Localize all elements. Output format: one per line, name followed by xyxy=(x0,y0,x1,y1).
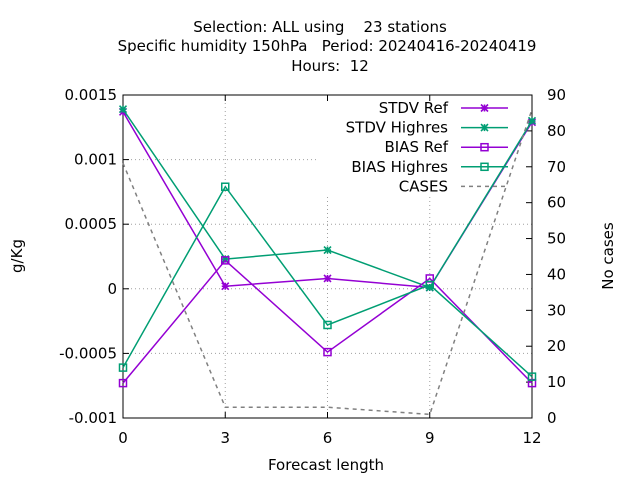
legend-marker-bias-highres xyxy=(480,162,489,172)
series-bias-highres-line xyxy=(122,185,533,378)
series-bias-highres-point xyxy=(221,182,230,191)
series-stdv-highres-line xyxy=(122,108,533,289)
series-cases-line xyxy=(122,109,533,416)
chart-subtitle: Specific humidity 150hPa Period: 2024041… xyxy=(118,37,537,55)
y2-tick-label: 10 xyxy=(547,373,566,391)
y2-tick-label: 70 xyxy=(547,158,566,176)
y2-tick-label: 50 xyxy=(547,230,566,248)
y2-tick-label: 0 xyxy=(547,409,557,427)
series-bias-highres-point xyxy=(118,363,128,372)
legend-label-bias-ref: BIAS Ref xyxy=(384,138,448,156)
legend-label-stdv-ref: STDV Ref xyxy=(379,99,449,117)
legend-marker-bias-ref xyxy=(480,142,489,152)
y-tick-label: 0.001 xyxy=(74,151,117,169)
series-bias-highres-point xyxy=(425,280,434,290)
grid xyxy=(123,95,532,418)
x-tick-label: 12 xyxy=(522,429,541,447)
y-axis-label: g/Kg xyxy=(8,239,26,273)
y-tick-label: 0 xyxy=(107,280,117,298)
series-bias-ref-point xyxy=(323,347,332,357)
x-tick-label: 0 xyxy=(118,429,128,447)
y-tick-label: 0.0015 xyxy=(65,86,118,104)
chart-hours: Hours: 12 xyxy=(291,57,369,75)
y2-tick-label: 20 xyxy=(547,337,566,355)
legend-label-bias-highres: BIAS Highres xyxy=(351,158,448,176)
y2-tick-label: 40 xyxy=(547,265,566,283)
y-tick-label: 0.0005 xyxy=(65,215,118,233)
x-tick-label: 3 xyxy=(220,429,230,447)
y2-tick-label: 30 xyxy=(547,301,566,319)
y2-tick-label: 80 xyxy=(547,122,566,140)
legend-label-stdv-highres: STDV Highres xyxy=(346,119,449,137)
axes: 0 3 6 9 12 -0.001 -0.0005 0 0.0005 0.001 0.0015 0 10… xyxy=(59,86,566,447)
y-tick-label: -0.0005 xyxy=(59,344,117,362)
x-tick-label: 9 xyxy=(425,429,435,447)
legend-label-cases: CASES xyxy=(399,177,448,195)
chart-title: Selection: ALL using 23 stations xyxy=(193,18,447,36)
x-tick-label: 6 xyxy=(323,429,333,447)
y2-tick-label: 90 xyxy=(547,86,566,104)
y-tick-label: -0.001 xyxy=(69,409,117,427)
series-group xyxy=(118,105,537,416)
series-bias-ref-point xyxy=(221,256,230,265)
y2-axis-label: No cases xyxy=(599,222,617,290)
series-bias-highres-point xyxy=(527,372,537,381)
y2-tick-label: 60 xyxy=(547,194,566,212)
series-bias-ref-line xyxy=(122,259,533,384)
series-bias-ref-point xyxy=(118,378,128,388)
x-axis-label: Forecast length xyxy=(268,456,384,474)
series-bias-highres-point xyxy=(323,320,332,330)
